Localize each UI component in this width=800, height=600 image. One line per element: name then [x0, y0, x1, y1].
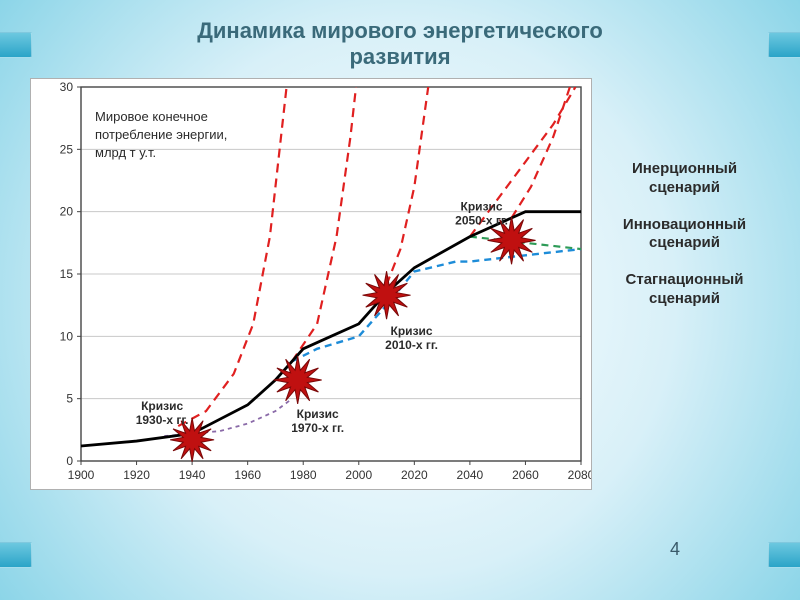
svg-text:2000: 2000 [345, 468, 372, 482]
svg-text:30: 30 [60, 80, 74, 94]
svg-text:0: 0 [66, 454, 73, 468]
svg-text:1900: 1900 [68, 468, 95, 482]
scenario-stagnation: Стагнационный сценарий [597, 271, 772, 309]
svg-text:5: 5 [66, 392, 73, 406]
svg-text:2060: 2060 [512, 468, 539, 482]
svg-text:Кризис: Кризис [461, 199, 503, 213]
svg-text:1970-х гг.: 1970-х гг. [291, 421, 344, 435]
svg-text:1920: 1920 [123, 468, 150, 482]
svg-text:10: 10 [60, 329, 74, 343]
svg-text:потребление энергии,: потребление энергии, [95, 127, 227, 142]
decoration-bracket [0, 542, 32, 568]
svg-text:2050-х гг.: 2050-х гг. [455, 213, 508, 227]
slide: Динамика мирового энергетического развит… [0, 0, 800, 600]
title-line-1: Динамика мирового энергетического [197, 18, 603, 43]
scenario-innovative: Инновационный сценарий [597, 216, 772, 254]
title-line-2: развития [0, 44, 800, 70]
scenario-labels: Инерционный сценарий Инновационный сцена… [597, 160, 772, 327]
svg-text:2010-х гг.: 2010-х гг. [385, 338, 438, 352]
svg-text:20: 20 [60, 205, 74, 219]
slide-title: Динамика мирового энергетического развит… [0, 18, 800, 71]
svg-text:Кризис: Кризис [391, 324, 433, 338]
svg-text:Кризис: Кризис [297, 407, 339, 421]
svg-text:15: 15 [60, 267, 74, 281]
svg-text:1960: 1960 [234, 468, 261, 482]
svg-text:2020: 2020 [401, 468, 428, 482]
scenario-inertial: Инерционный сценарий [597, 160, 772, 198]
svg-text:млрд т у.т.: млрд т у.т. [95, 145, 156, 160]
svg-text:2040: 2040 [457, 468, 484, 482]
svg-text:1980: 1980 [290, 468, 317, 482]
energy-chart: 0 5 10 15 20 25 30 1900 1920 1940 1960 1980 2000 2020… [30, 78, 592, 490]
svg-text:Мировое конечное: Мировое конечное [95, 109, 208, 124]
svg-text:25: 25 [60, 142, 74, 156]
svg-text:2080: 2080 [568, 468, 591, 482]
svg-text:Кризис: Кризис [141, 399, 183, 413]
decoration-bracket [768, 542, 800, 568]
svg-text:1940: 1940 [179, 468, 206, 482]
page-number: 4 [670, 539, 680, 560]
svg-text:1930-х гг.: 1930-х гг. [136, 413, 189, 427]
